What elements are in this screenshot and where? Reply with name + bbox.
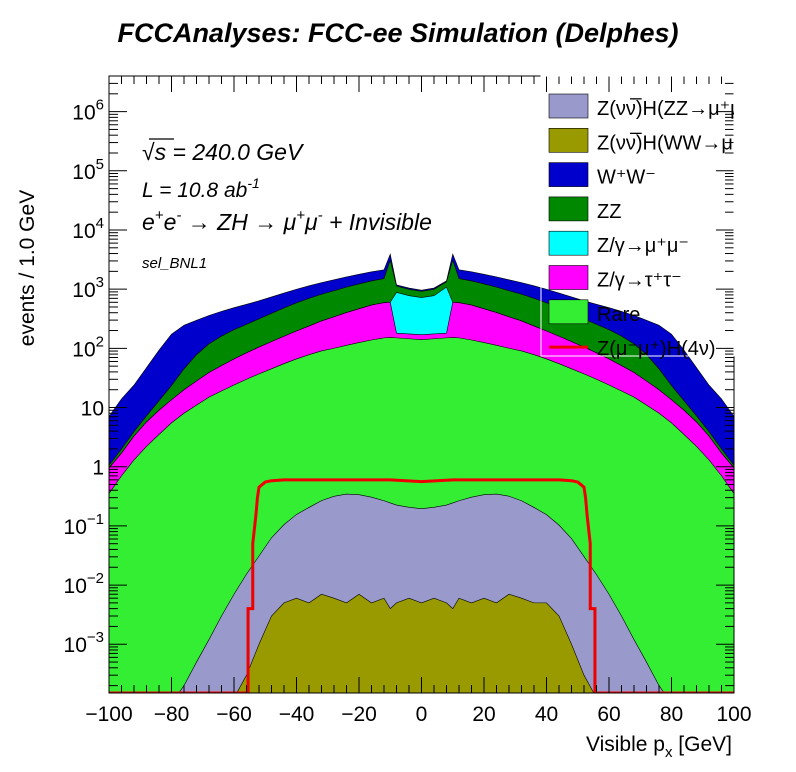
x-axis-label: Visible px [GeV] — [586, 733, 732, 761]
y-tick-label: 10−2 — [64, 570, 104, 598]
signal-histogram — [109, 478, 734, 693]
legend: Z(νν̅)H(ZZ→μ⁺μ⁻ν⁺ Z(νν̅)H(WW→μ⁺νμ W⁺W⁻ ZZ Z/… — [540, 75, 773, 360]
process-annotation: e+e- → ZH → μ+μ- + Invisible — [142, 207, 432, 235]
x-tick-label: 100 — [716, 703, 751, 726]
legend-swatch — [548, 196, 589, 222]
x-tick-label: 60 — [597, 703, 620, 726]
y-tick-label: 10−3 — [64, 629, 104, 657]
x-tick-label: −20 — [341, 703, 377, 726]
selection-annotation: sel_BNL1 — [142, 255, 207, 272]
x-tick-label: −80 — [154, 703, 190, 726]
x-tick-label: 20 — [472, 703, 495, 726]
y-tick-label: 10−1 — [64, 511, 104, 539]
legend-swatch — [548, 93, 589, 119]
sqrt-s-annotation: √s = 240.0 GeV — [142, 139, 305, 165]
legend-box — [540, 75, 735, 357]
legend-swatch — [548, 128, 589, 153]
legend-swatch — [548, 230, 589, 256]
x-tick-label: 0 — [416, 703, 428, 726]
legend-label: ZZ — [597, 201, 621, 223]
x-tick-label: −100 — [85, 703, 132, 726]
legend-label: Z(νν̅)H(ZZ→μ⁺μ⁻ν⁺ — [597, 97, 773, 120]
y-tick-label: 105 — [72, 156, 104, 184]
stacked-histograms — [109, 253, 734, 693]
x-tick-labels: −100 −80 −60 −40 −20 0 20 40 60 80 100 — [85, 703, 751, 726]
y-tick-label: 104 — [72, 215, 104, 243]
y-tick-label: 103 — [72, 274, 104, 302]
y-axis-label: events / 1.0 GeV — [16, 190, 39, 346]
legend-swatch — [548, 265, 589, 290]
luminosity-annotation: L = 10.8 ab-1 — [142, 175, 260, 202]
x-tick-label: 80 — [660, 703, 683, 726]
y-tick-label: 1 — [92, 457, 104, 480]
x-tick-label: −60 — [216, 703, 252, 726]
legend-label: Z(μ⁻μ⁺)H(4ν) — [597, 338, 716, 360]
y-tick-label: 102 — [72, 333, 104, 361]
chart-title: FCCAnalyses: FCC-ee Simulation (Delphes) — [117, 18, 679, 48]
legend-label: Z(νν̅)H(WW→μ⁺νμ — [597, 131, 765, 154]
legend-swatch — [548, 162, 589, 187]
legend-label: Z/γ→μ⁺μ⁻ — [597, 235, 689, 257]
x-tick-label: −40 — [279, 703, 315, 726]
legend-swatch — [548, 299, 589, 325]
x-tick-label: 40 — [535, 703, 558, 726]
signal-line — [109, 478, 734, 693]
legend-label: Rare — [597, 304, 640, 326]
legend-label: W⁺W⁻ — [597, 167, 656, 189]
y-tick-label: 10 — [81, 398, 104, 421]
legend-label: Z/γ→τ⁺τ⁻ — [597, 270, 682, 292]
y-tick-label: 106 — [72, 97, 104, 125]
series-area-0 — [236, 593, 595, 693]
